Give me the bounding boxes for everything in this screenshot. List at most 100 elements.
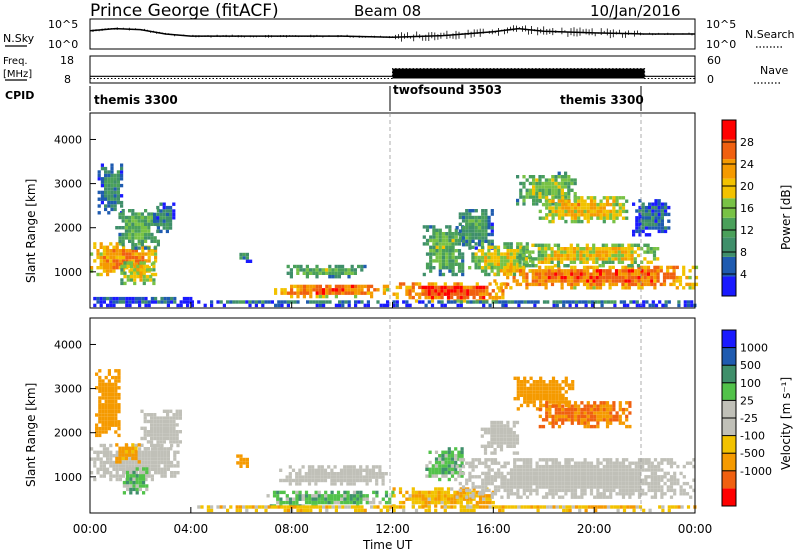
scatter-cell	[471, 215, 475, 220]
scatter-cell	[596, 418, 600, 422]
scatter-cell	[110, 166, 114, 171]
scatter-cell	[288, 497, 293, 501]
scatter-cell	[99, 457, 103, 461]
scatter-cell	[166, 423, 170, 427]
scatter-cell	[570, 468, 574, 472]
scatter-cell	[644, 475, 648, 479]
scatter-cell	[286, 291, 290, 295]
scatter-cell	[344, 291, 348, 295]
scatter-cell	[254, 505, 258, 509]
scatter-cell	[286, 505, 290, 509]
scatter-cell	[147, 464, 151, 468]
scatter-cell	[124, 222, 128, 226]
scatter-cell	[160, 457, 164, 461]
scatter-cell	[586, 461, 590, 465]
scatter-cell	[504, 505, 508, 509]
scatter-cell	[113, 197, 117, 201]
scatter-cell	[162, 416, 166, 420]
scatter-cell	[557, 485, 562, 489]
scatter-cell	[456, 289, 460, 293]
scatter-cell	[577, 411, 581, 415]
scatter-cell	[538, 181, 542, 186]
scatter-cell	[341, 505, 345, 509]
scatter-cell	[344, 271, 348, 275]
scatter-cell	[573, 485, 578, 489]
scatter-cell	[465, 488, 469, 493]
scatter-cell	[647, 481, 651, 486]
scatter-cell	[573, 492, 578, 496]
scatter-cell	[490, 427, 494, 431]
scatter-cell	[525, 471, 530, 476]
scatter-cell	[493, 451, 497, 455]
scatter-cell	[490, 434, 494, 438]
scatter-cell	[153, 236, 157, 240]
scatter-cell	[121, 212, 125, 216]
scatter-cell	[126, 480, 130, 485]
scatter-cell	[584, 303, 588, 308]
scatter-cell	[516, 397, 520, 401]
scatter-cell	[538, 178, 542, 182]
scatter-cell	[109, 464, 113, 468]
scatter-cell	[166, 454, 170, 458]
scatter-cell	[346, 465, 350, 469]
scatter-cell	[548, 188, 552, 192]
scatter-cell	[468, 222, 472, 226]
scatter-cell	[529, 468, 533, 472]
scatter-cell	[450, 487, 454, 491]
scatter-cell	[625, 481, 629, 486]
scatter-cell	[545, 414, 549, 419]
scatter-cell	[435, 249, 439, 253]
scatter-cell	[532, 397, 536, 401]
scatter-cell	[570, 481, 574, 486]
scatter-cell	[440, 490, 444, 495]
scatter-cell	[421, 494, 425, 498]
scatter-cell	[483, 427, 488, 431]
scatter-cell	[131, 300, 135, 304]
scatter-cell	[156, 219, 160, 223]
scatter-cell	[402, 282, 406, 286]
scatter-cell	[454, 249, 458, 253]
scatter-cell	[339, 475, 344, 479]
scatter-cell	[132, 487, 136, 492]
scatter-cell	[429, 262, 433, 266]
scatter-cell	[635, 303, 639, 308]
scatter-cell	[577, 209, 581, 214]
scatter-cell	[451, 232, 455, 236]
scatter-cell	[651, 216, 655, 220]
scatter-cell	[624, 279, 628, 283]
scatter-cell	[432, 238, 436, 243]
scatter-cell	[121, 456, 125, 461]
scatter-cell	[550, 247, 554, 251]
scatter-cell	[104, 382, 108, 387]
scatter-cell	[405, 285, 409, 290]
scatter-cell	[107, 416, 111, 421]
scatter-cell	[663, 458, 667, 462]
scatter-cell	[577, 196, 581, 200]
scatter-cell	[535, 188, 539, 192]
scatter-cell	[443, 494, 447, 498]
scatter-cell	[605, 272, 609, 276]
scatter-cell	[592, 253, 596, 258]
scatter-cell	[605, 478, 610, 482]
scatter-cell	[304, 497, 309, 501]
scatter-cell	[673, 488, 677, 493]
scatter-cell	[636, 243, 641, 247]
scatter-cell	[596, 468, 600, 472]
scatter-cell	[159, 222, 163, 227]
scatter-cell	[134, 222, 138, 226]
scatter-cell	[408, 285, 412, 290]
scatter-cell	[117, 396, 121, 400]
scatter-cell	[551, 380, 556, 384]
scatter-cell	[101, 426, 105, 431]
scatter-cell	[654, 199, 658, 203]
scatter-cell	[664, 205, 668, 210]
scatter-cell	[465, 215, 469, 220]
scatter-cell	[672, 282, 676, 287]
scatter-cell	[501, 289, 505, 293]
scatter-cell	[645, 300, 649, 304]
scatter-cell	[573, 282, 577, 287]
scatter-cell	[551, 213, 555, 217]
scatter-cell	[159, 419, 163, 424]
scatter-cell	[162, 222, 166, 227]
scatter-cell	[440, 285, 444, 290]
